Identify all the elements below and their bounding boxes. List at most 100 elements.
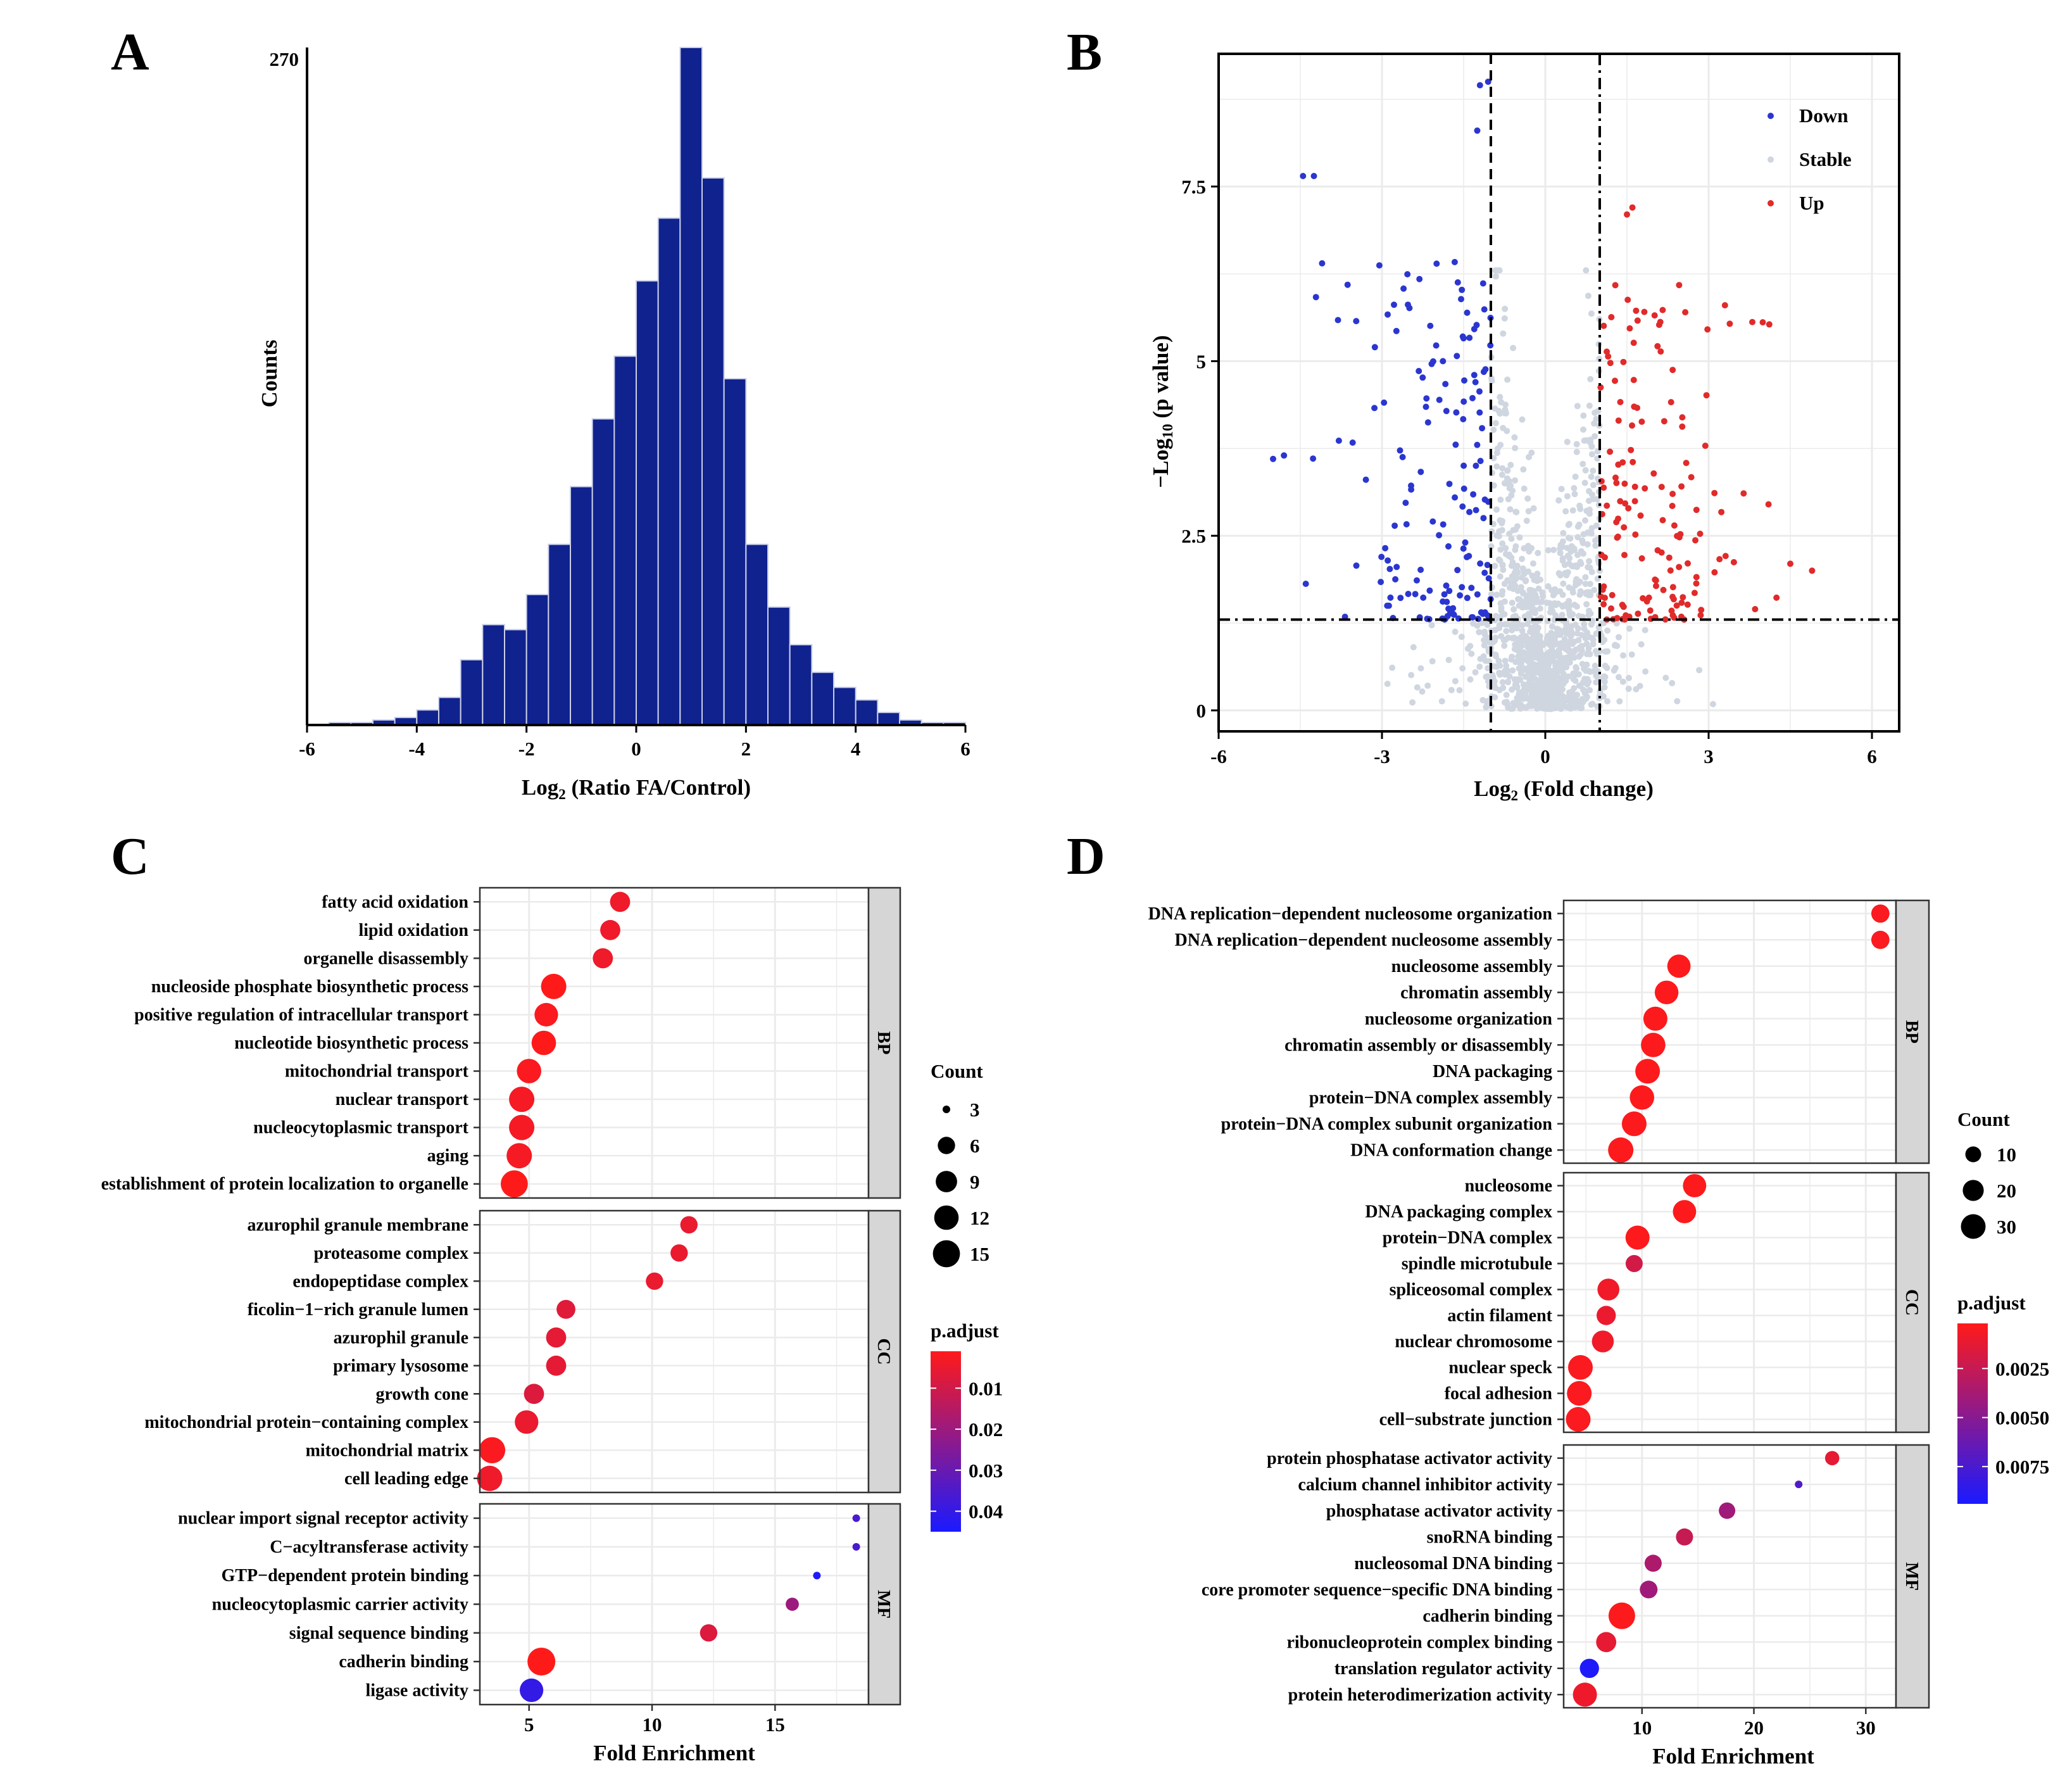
hist-bar (745, 543, 769, 726)
hist-bar (855, 699, 879, 726)
volcano-point-stable (1578, 705, 1585, 712)
volcano-point-stable (1491, 681, 1498, 688)
volcano-point-stable (1567, 639, 1574, 646)
dotplot-c-x-label: Fold Enrichment (593, 1741, 755, 1765)
term-dot (700, 1624, 718, 1642)
volcano-point-stable (1545, 705, 1552, 712)
term-dot (1608, 1602, 1635, 1629)
volcano-point-up (1659, 306, 1666, 313)
volcano-point-up (1633, 307, 1640, 314)
volcano-point-up (1669, 503, 1676, 509)
term-dot (1824, 1451, 1840, 1466)
volcano-point-down (1481, 306, 1488, 313)
volcano-point-stable (1604, 698, 1611, 705)
volcano-point-stable (1552, 586, 1559, 593)
volcano-point-stable (1409, 699, 1416, 706)
volcano-point-stable (1589, 634, 1596, 641)
volcano-x-tick-label: -3 (1374, 745, 1390, 767)
term-dot (1719, 1502, 1736, 1519)
volcano-point-up (1678, 599, 1685, 606)
volcano-point-stable (1504, 477, 1510, 484)
size-legend-dot (1961, 1214, 1986, 1239)
volcano-point-stable (1509, 621, 1516, 628)
term-label: azurophil granule membrane (248, 1215, 468, 1235)
volcano-point-down (1436, 396, 1443, 403)
volcano-point-down (1424, 419, 1431, 426)
facet-strip-label: MF (874, 1590, 894, 1618)
term-label: phosphatase activator activity (1326, 1501, 1552, 1521)
volcano-point-stable (1501, 642, 1508, 649)
volcano-point-up (1652, 577, 1659, 584)
volcano-point-stable (1569, 562, 1576, 569)
volcano-point-down (1460, 398, 1467, 405)
volcano-frame (1217, 53, 1900, 733)
volcano-point-up (1651, 312, 1658, 319)
volcano-point-up (1659, 517, 1666, 524)
volcano-point-stable (1669, 679, 1676, 686)
volcano-point-down (1420, 594, 1427, 601)
volcano-point-stable (1590, 467, 1597, 474)
volcano-point-up (1740, 490, 1747, 497)
volcano-point-down (1381, 399, 1388, 406)
x-tick-label: 5 (524, 1713, 534, 1736)
volcano-point-down (1476, 82, 1483, 89)
volcano-point-stable (1568, 628, 1574, 635)
facet-strip (1895, 1171, 1930, 1434)
volcano-point-stable (1540, 670, 1547, 677)
volcano-point-up (1676, 282, 1683, 289)
volcano-point-stable (1476, 663, 1483, 670)
volcano-point-stable (1588, 473, 1595, 480)
volcano-point-stable (1509, 488, 1516, 494)
volcano-point-stable (1616, 698, 1623, 705)
volcano-point-stable (1590, 641, 1597, 648)
term-dot (670, 1244, 688, 1262)
volcano-point-down (1392, 576, 1399, 583)
term-label: DNA replication−dependent nucleosome ass… (1175, 930, 1552, 950)
volcano-point-stable (1528, 687, 1535, 694)
volcano-point-stable (1512, 546, 1519, 553)
volcano-point-stable (1479, 619, 1485, 626)
term-label: protein−DNA complex assembly (1309, 1088, 1552, 1107)
volcano-point-up (1682, 309, 1689, 316)
volcano-point-stable (1496, 267, 1503, 274)
volcano-point-down (1335, 438, 1342, 444)
volcano-point-up (1669, 593, 1676, 600)
volcano-point-stable (1586, 488, 1592, 495)
term-label: signal sequence binding (289, 1624, 468, 1643)
volcano-point-stable (1572, 473, 1579, 480)
volcano-point-up (1752, 606, 1759, 612)
term-label: protein phosphatase activator activity (1267, 1449, 1552, 1468)
volcano-point-stable (1555, 685, 1562, 692)
volcano-point-stable (1567, 612, 1574, 619)
legend-stable-marker (1767, 156, 1774, 163)
volcano-point-stable (1498, 471, 1505, 478)
volcano-point-stable (1583, 695, 1590, 702)
volcano-point-stable (1586, 402, 1593, 409)
volcano-point-stable (1535, 643, 1541, 650)
volcano-point-down (1423, 395, 1430, 402)
term-dot (1644, 1555, 1662, 1572)
facet-strip (1895, 1444, 1930, 1709)
hist-x-ticks: -6 -4 -2 0 2 4 6 (299, 725, 970, 760)
term-label: core promoter sequence−specific DNA bind… (1202, 1580, 1552, 1599)
volcano-point-stable (1502, 305, 1509, 312)
volcano-point-stable (1616, 674, 1622, 681)
volcano-point-stable (1620, 652, 1626, 659)
volcano-point-down (1302, 581, 1309, 587)
volcano-point-up (1620, 358, 1627, 365)
hist-bar (811, 671, 835, 726)
volcano-point-stable (1554, 659, 1561, 666)
term-dot (680, 1216, 698, 1234)
volcano-point-stable (1467, 676, 1474, 683)
panel-label-c: C (111, 827, 149, 886)
volcano-point-down (1446, 588, 1453, 595)
volcano-point-stable (1501, 315, 1508, 322)
volcano-point-up (1716, 556, 1723, 563)
volcano-point-down (1451, 258, 1458, 265)
volcano-point-stable (1513, 508, 1520, 515)
term-label: spliceosomal complex (1390, 1280, 1552, 1300)
volcano-point-stable (1588, 569, 1595, 576)
hist-bar (416, 709, 439, 726)
volcano-point-up (1630, 377, 1637, 384)
term-label: chromatin assembly or disassembly (1284, 1035, 1552, 1055)
